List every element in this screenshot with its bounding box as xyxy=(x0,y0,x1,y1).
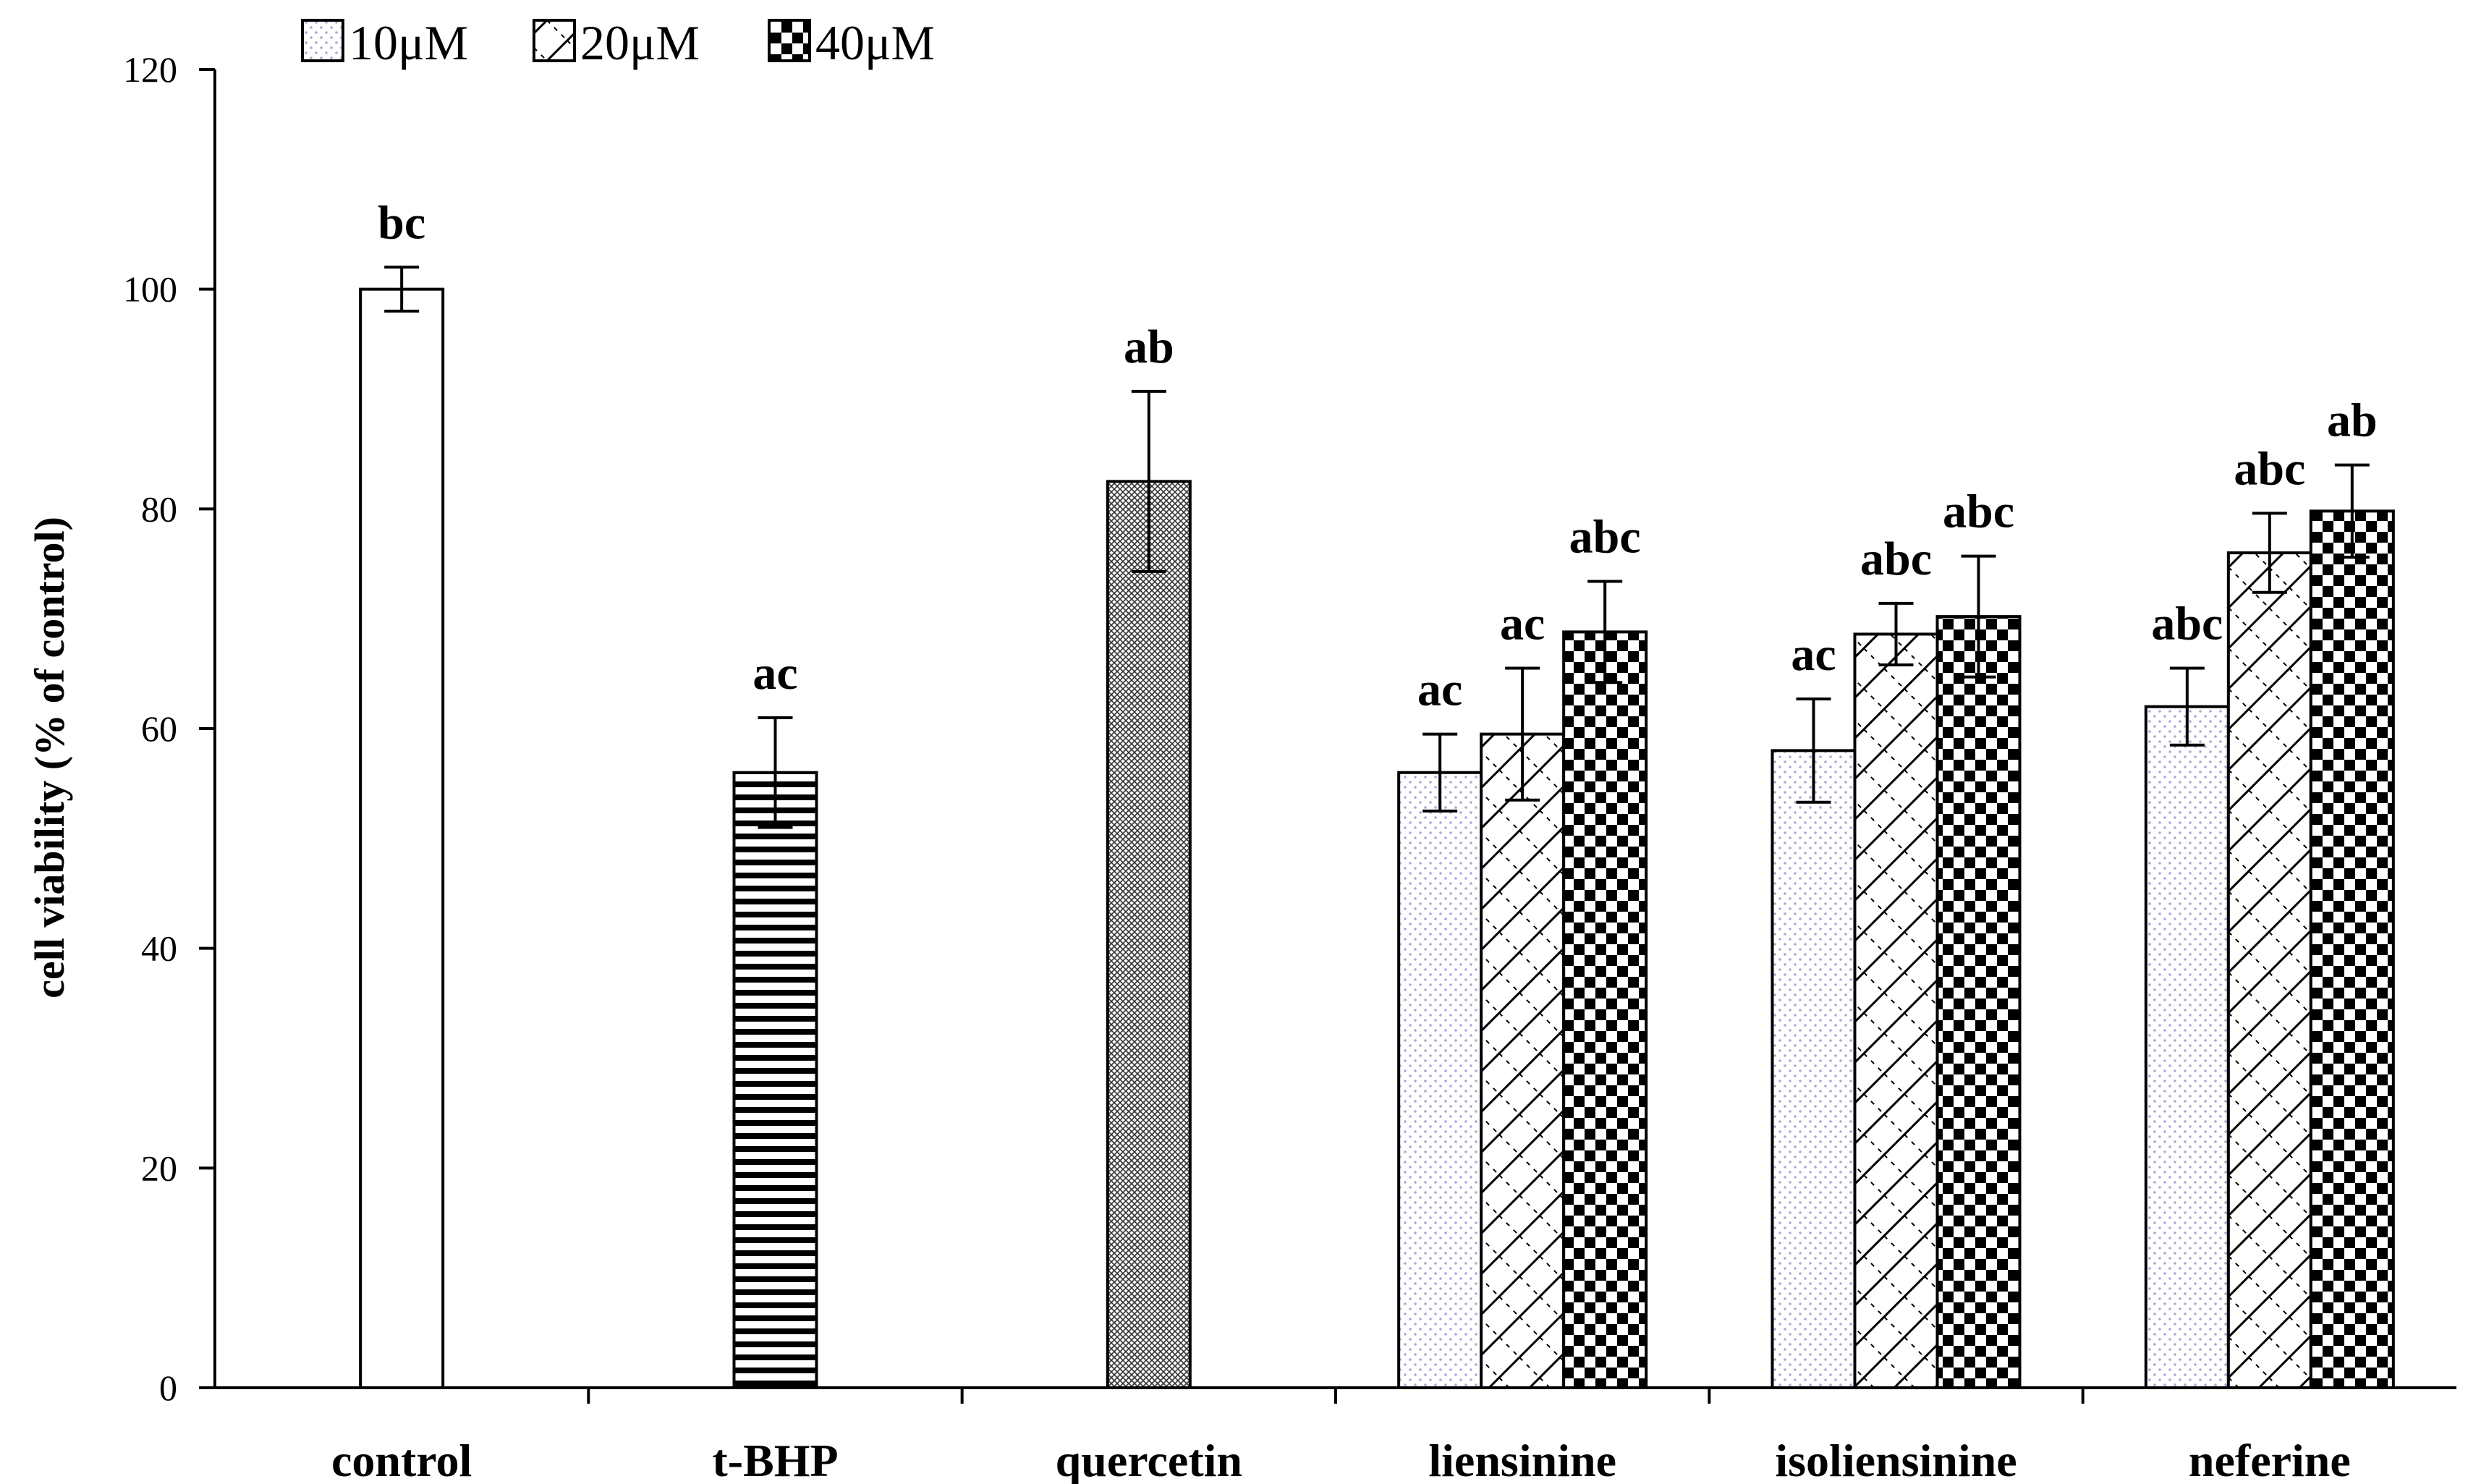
legend-swatch-2 xyxy=(533,19,576,62)
x-category-label: t-BHP xyxy=(712,1435,838,1484)
labels: 0 20 40 60 80 100 120 cell viability (% of cont… xyxy=(26,49,2378,1484)
significance-label: abc xyxy=(2151,597,2223,650)
y-tick-label: 80 xyxy=(141,488,177,529)
x-category-label: control xyxy=(331,1435,472,1484)
significance-label: abc xyxy=(1943,486,2014,538)
x-category-label: quercetin xyxy=(1056,1435,1242,1484)
legend-swatch-1 xyxy=(301,19,344,62)
bar-t-BHP-1 xyxy=(732,771,818,1389)
significance-label: ac xyxy=(752,647,797,700)
significance-label: ab xyxy=(1124,321,1174,373)
legend-label-1: 10μM xyxy=(349,15,468,70)
significance-label: abc xyxy=(1860,533,1932,585)
significance-label: abc xyxy=(1569,511,1641,564)
bar-liensinine-3 xyxy=(1562,630,1648,1389)
bar-quercetin-1 xyxy=(1106,480,1192,1389)
bar-liensinine-2 xyxy=(1480,732,1566,1389)
bar-isoliensinine-1 xyxy=(1771,749,1857,1390)
axes xyxy=(199,68,2456,1404)
y-tick-label: 100 xyxy=(123,269,177,310)
significance-label: ac xyxy=(1417,663,1462,716)
x-category-label: liensinine xyxy=(1428,1435,1616,1484)
bar-isoliensinine-3 xyxy=(1935,615,2022,1389)
bar-isoliensinine-2 xyxy=(1853,632,1939,1389)
significance-label: abc xyxy=(2234,442,2305,495)
legend-swatch-3 xyxy=(768,19,811,62)
bar-control-1 xyxy=(359,287,445,1390)
bar-neferine-1 xyxy=(2144,705,2230,1389)
bar-liensinine-1 xyxy=(1397,771,1483,1389)
x-category-label: neferine xyxy=(2189,1435,2351,1484)
legend-label-2: 20μM xyxy=(580,15,700,70)
significance-label: bc xyxy=(378,196,425,249)
x-category-label: isoliensinine xyxy=(1775,1435,2017,1484)
significance-label: ab xyxy=(2327,394,2378,447)
significance-label: ac xyxy=(1500,597,1545,650)
bar-neferine-2 xyxy=(2226,551,2312,1389)
bars xyxy=(359,266,2395,1390)
legend-label-3: 40μM xyxy=(815,15,935,70)
bar-neferine-3 xyxy=(2309,509,2395,1389)
legend: 10μM 20μM 40μM xyxy=(301,15,935,70)
y-tick-label: 0 xyxy=(159,1368,177,1408)
significance-label: ac xyxy=(1791,628,1836,681)
y-tick-label: 120 xyxy=(123,49,177,90)
y-tick-label: 20 xyxy=(141,1148,177,1188)
y-tick-label: 60 xyxy=(141,708,177,749)
y-axis-title: cell viability (% of control) xyxy=(26,517,73,998)
y-tick-label: 40 xyxy=(141,928,177,969)
